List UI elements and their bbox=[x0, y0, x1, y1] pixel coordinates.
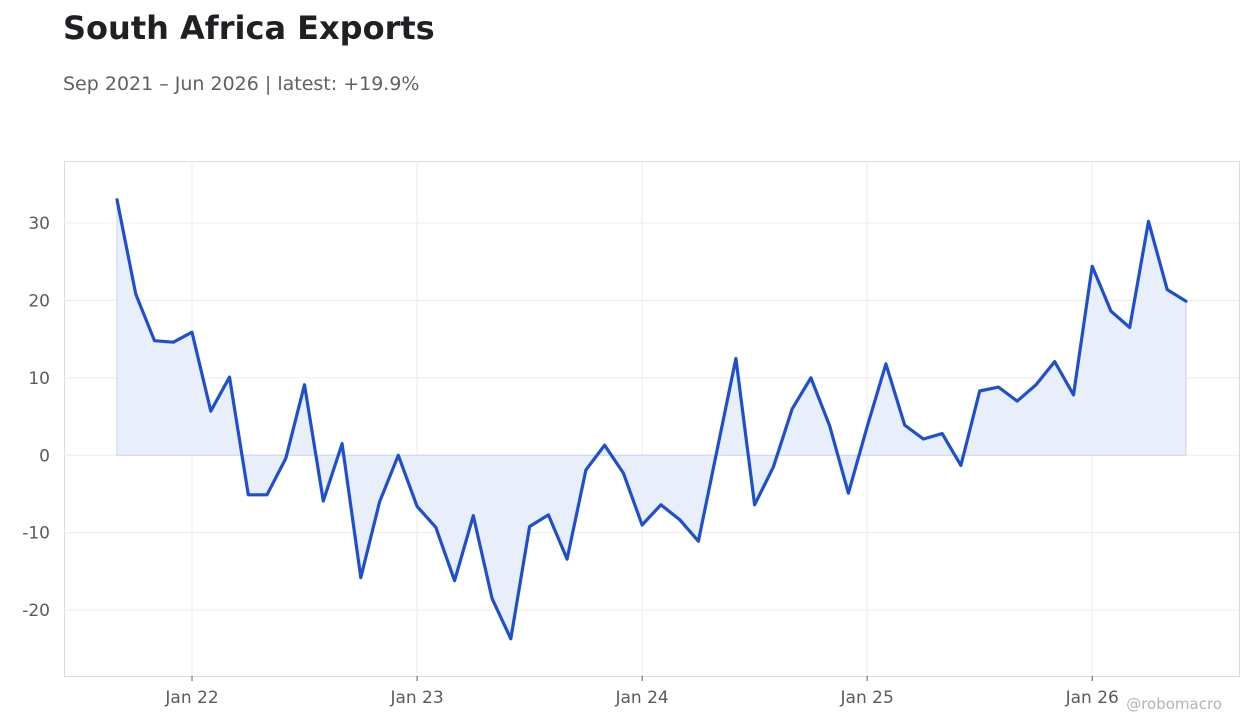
x-tick-label: Jan 22 bbox=[164, 688, 218, 708]
series-line bbox=[115, 198, 1188, 641]
y-tick-label: -20 bbox=[22, 601, 50, 621]
x-tick-label: Jan 23 bbox=[389, 688, 443, 708]
x-tick-label: Jan 24 bbox=[614, 688, 668, 708]
y-tick-label: 30 bbox=[28, 214, 50, 234]
y-tick-label: -10 bbox=[22, 524, 50, 544]
plot-area-frame bbox=[64, 161, 1240, 677]
y-tick-label: 0 bbox=[39, 446, 50, 466]
chart-title: South Africa Exports bbox=[63, 9, 435, 47]
y-axis-ticks: 30 20 10 0 -10 -20 bbox=[22, 214, 50, 621]
x-tick-label: Jan 25 bbox=[840, 688, 894, 708]
x-tick-label: Jan 26 bbox=[1065, 688, 1119, 708]
watermark: @robomacro bbox=[1126, 695, 1222, 713]
x-axis-ticks: Jan 22 Jan 23 Jan 24 Jan 25 Jan 26 bbox=[164, 676, 1119, 708]
line-layer bbox=[115, 198, 1188, 641]
area-layer bbox=[116, 199, 1187, 641]
chart-subtitle: Sep 2021 – Jun 2026 | latest: +19.9% bbox=[63, 73, 420, 95]
y-tick-label: 10 bbox=[28, 369, 50, 389]
y-tick-label: 20 bbox=[28, 291, 50, 311]
series-area bbox=[116, 199, 1187, 641]
